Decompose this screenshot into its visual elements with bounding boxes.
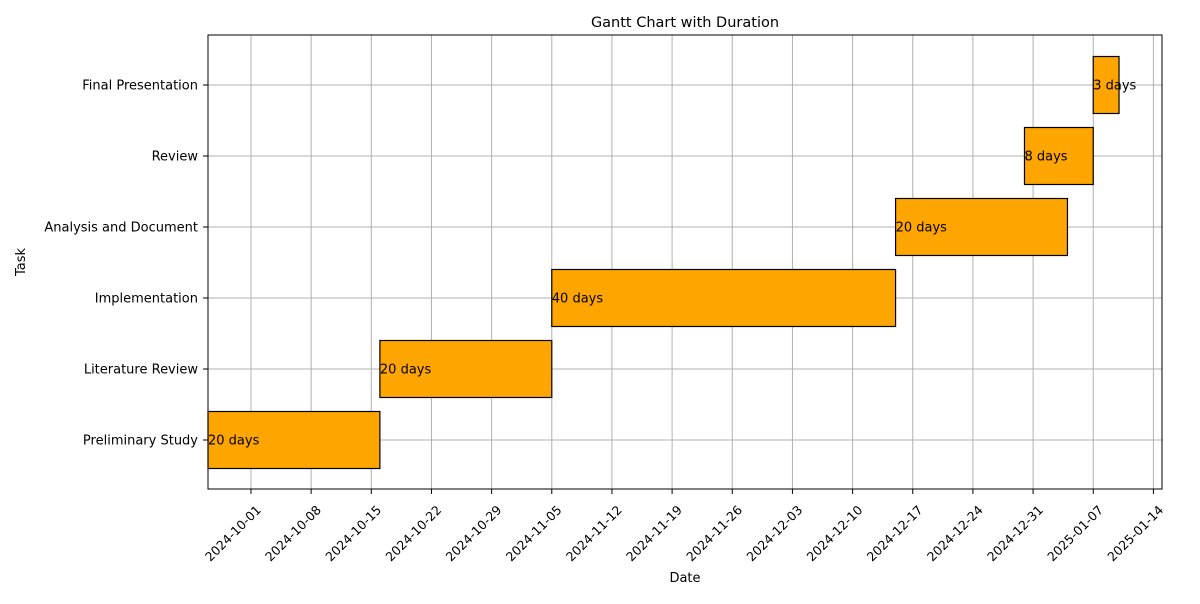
task-bar (1023, 126, 1094, 186)
duration-label: 20 days (208, 434, 260, 449)
x-tick-label: 2024-12-10 (804, 502, 866, 564)
x-tick-label: 2024-11-05 (503, 502, 565, 564)
x-tick-label: 2025-01-07 (1044, 502, 1106, 564)
task-bar (894, 197, 1069, 257)
y-axis-label: Task (14, 248, 29, 278)
duration-label: 3 days (1093, 79, 1136, 94)
x-tick-label: 2024-10-01 (202, 502, 264, 564)
task-bar (1092, 55, 1120, 115)
x-tick-label: 2024-12-31 (984, 502, 1046, 564)
duration-label: 20 days (896, 221, 948, 236)
duration-label: 8 days (1024, 150, 1067, 165)
y-tick-label: Preliminary Study (83, 434, 198, 449)
x-axis: 2024-10-012024-10-082024-10-152024-10-22… (202, 489, 1166, 564)
y-tick-label: Review (152, 150, 199, 165)
x-tick-label: 2024-11-19 (623, 502, 685, 564)
x-tick-label: 2024-10-08 (262, 502, 324, 564)
plot-frame (207, 34, 1163, 490)
x-tick-label: 2024-12-03 (743, 502, 805, 564)
y-tick-label: Implementation (95, 292, 198, 307)
task-bar (379, 339, 553, 399)
x-tick-label: 2025-01-14 (1104, 502, 1166, 564)
x-tick-label: 2024-11-12 (563, 502, 625, 564)
x-tick-label: 2024-10-22 (382, 502, 444, 564)
x-tick-label: 2024-12-24 (924, 502, 986, 564)
x-tick-label: 2024-10-29 (443, 502, 505, 564)
y-tick-label: Analysis and Document (44, 221, 198, 236)
y-tick-label: Literature Review (84, 363, 199, 378)
x-axis-label: Date (669, 571, 700, 586)
task-bar (207, 410, 381, 470)
x-tick-label: 2024-11-26 (683, 502, 745, 564)
y-tick-label: Final Presentation (82, 79, 198, 94)
duration-label: 40 days (552, 292, 604, 307)
duration-label: 20 days (380, 363, 432, 378)
y-axis: Preliminary Study Literature Review Implem… (44, 79, 208, 449)
grid-lines (208, 35, 1162, 489)
task-bar (551, 268, 897, 328)
x-tick-label: 2024-10-15 (322, 502, 384, 564)
x-tick-label: 2024-12-17 (864, 502, 926, 564)
bars-layer: 20 days 20 days 40 days 20 days 8 days 3 days (207, 55, 1137, 470)
chart-title: Gantt Chart with Duration (591, 15, 779, 31)
